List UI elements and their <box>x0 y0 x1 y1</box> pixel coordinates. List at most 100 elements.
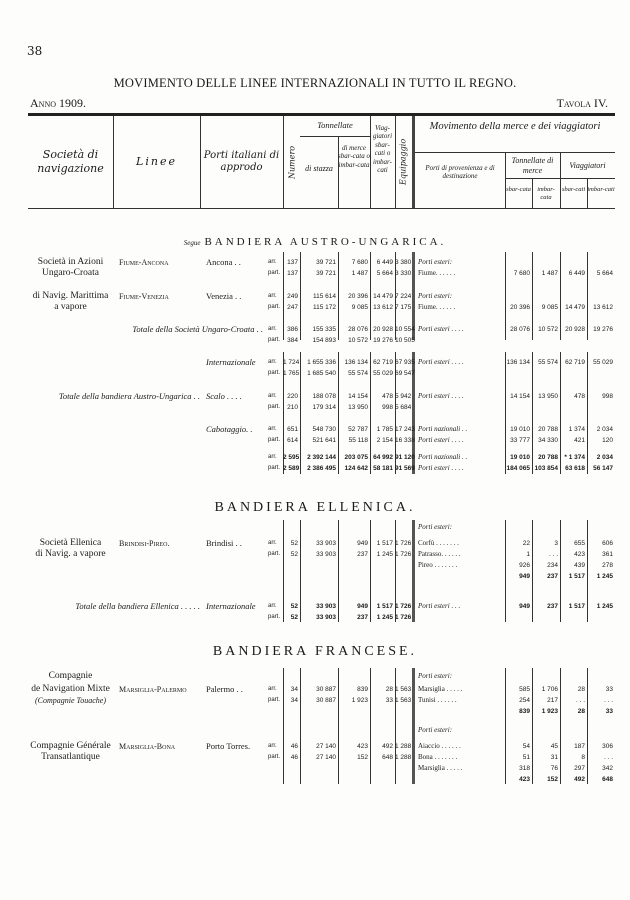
header-stazza: di stazza <box>305 164 333 173</box>
column-rule <box>505 520 506 622</box>
cell-mov: part. <box>268 404 281 410</box>
cell-stazza: 2 386 495 <box>307 465 336 472</box>
cell-porto: Internazionale <box>206 357 256 367</box>
cell-viag: 13 612 <box>373 304 393 311</box>
cell-soc: de Navigation Mixte <box>31 684 110 694</box>
column-rule <box>505 352 506 474</box>
table-row: Internazionale arr. 1 724 1 655 336 136 134 6… <box>28 357 615 368</box>
cell-tsb: 28 076 <box>510 326 530 333</box>
cell-vim: 33 <box>605 686 613 693</box>
column-rule <box>505 252 506 340</box>
cell-dest: Marsiglia . . . . . <box>418 764 463 772</box>
cell-equip: 10 505 <box>395 337 415 344</box>
table-row: di Navig. a vapore part. 52 33 903 237 1 245 1… <box>28 549 615 560</box>
cell-num: 1 724 <box>283 359 300 366</box>
cell-viag: 998 <box>382 404 393 411</box>
table-row: Compagnie Porti esteri: <box>28 671 615 682</box>
cell-mov: part. <box>268 270 281 276</box>
section-prefix: Segue <box>183 239 201 247</box>
cell-vim: 1 245 <box>596 573 613 580</box>
cell-dest: Corfù . . . . . . . <box>418 539 459 547</box>
table-row: Porti esteri: <box>28 522 615 533</box>
cell-equip: 1 726 <box>395 551 412 558</box>
cell-tim: 45 <box>550 743 558 750</box>
cell-vim: 1 245 <box>596 603 613 610</box>
cell-vsb: 423 <box>574 551 585 558</box>
column-rule <box>412 668 415 784</box>
cell-vim: 2 034 <box>596 426 613 433</box>
cell-viag: 28 <box>385 686 393 693</box>
cell-merce: 1 487 <box>351 270 368 277</box>
column-rule <box>395 252 396 340</box>
cell-vim: 606 <box>602 540 613 547</box>
cell-mov: arr. <box>268 603 277 609</box>
cell-mov: part. <box>268 304 281 310</box>
cell-viag: 58 181 <box>373 465 393 472</box>
cell-equip: 69 547 <box>395 370 415 377</box>
cell-stazza: 30 887 <box>316 686 336 693</box>
cell-mov: arr. <box>268 686 277 692</box>
cell-soc: Compagnie Générale <box>30 741 111 751</box>
cell-vim: 342 <box>602 765 613 772</box>
cell-mov: part. <box>268 754 281 760</box>
cell-viag: 20 928 <box>373 326 393 333</box>
table-row: part. 1 765 1 685 540 55 574 55 029 69 547 <box>28 368 615 379</box>
cell-vim: 278 <box>602 562 613 569</box>
table-row: Pireo . . . . . . . 926 234 439 278 <box>28 560 615 571</box>
cell-tsb: 423 <box>519 776 530 783</box>
column-rule <box>560 352 561 474</box>
cell-vsb: 8 <box>581 754 585 761</box>
cell-vim: . . . <box>603 754 613 761</box>
cell-mov: arr. <box>268 293 277 299</box>
cell-merce: 1 923 <box>351 697 368 704</box>
column-rule <box>283 668 284 784</box>
cell-vim: 2 034 <box>596 454 613 461</box>
cell-vim: 306 <box>602 743 613 750</box>
column-rule <box>283 520 284 622</box>
cell-merce: 9 085 <box>351 304 368 311</box>
header-viaggiatori-mov: Viaggiatori <box>569 161 606 170</box>
cell-linea: Fiume-Ancona <box>119 258 169 267</box>
table-row: part. 384 154 893 10 572 19 276 10 505 <box>28 335 615 346</box>
cell-vsb: 63 618 <box>565 465 585 472</box>
table-row: a vapore part. 247 115 172 9 085 13 612 7 175 F… <box>28 302 615 313</box>
cell-vim: 648 <box>602 776 613 783</box>
cell-tsb: 926 <box>519 562 530 569</box>
cell-porto: Palermo . . <box>206 684 243 694</box>
table-row: Ungaro-Croata part. 137 39 721 1 487 5 664 3 3… <box>28 268 615 279</box>
cell-dest: Porti esteri: <box>418 523 453 531</box>
cell-tsb: 585 <box>519 686 530 693</box>
cell-stazza: 115 614 <box>312 293 336 300</box>
cell-tim: 31 <box>550 754 558 761</box>
cell-equip: 1 563 <box>395 697 412 704</box>
cell-viag: 14 479 <box>373 293 393 300</box>
header-tonnellate: Tonnellate <box>317 120 353 130</box>
column-rule <box>338 668 339 784</box>
cell-mov: part. <box>268 614 281 620</box>
cell-viag: 1 245 <box>376 551 393 558</box>
cell-num: 52 <box>290 603 298 610</box>
table-row: Totale della Società Ungaro-Croata . . ar… <box>28 324 615 335</box>
header-sbarcati: sbar-cati <box>561 186 586 193</box>
cell-equip: 17 243 <box>395 426 415 433</box>
cell-vsb: 187 <box>574 743 585 750</box>
cell-tsb: 20 396 <box>510 304 530 311</box>
table-row: part. 2 589 2 386 495 124 642 58 181 91 569 Po… <box>28 463 615 474</box>
table-row: Totale della bandiera Austro-Ungarica . … <box>28 391 615 402</box>
cell-equip: 16 338 <box>395 437 415 444</box>
cell-tsb: 22 <box>522 540 530 547</box>
cell-soc: di Navig. Marittima <box>32 291 109 301</box>
cell-equip: 91 569 <box>395 465 415 472</box>
cell-tsb: 184 065 <box>506 465 531 472</box>
cell-tim: 3 <box>554 540 558 547</box>
cell-merce: 839 <box>357 686 368 693</box>
cell-merce: 14 154 <box>348 393 368 400</box>
table-row: de Navigation Mixte Marsiglia-Palermo Pale… <box>28 684 615 695</box>
cell-vsb: 1 517 <box>568 603 585 610</box>
table-row: Totale della bandiera Ellenica . . . . .… <box>28 601 615 612</box>
cell-tim: 217 <box>547 697 558 704</box>
cell-stazza: 2 392 144 <box>307 454 336 461</box>
cell-tsb: 254 <box>519 697 530 704</box>
column-rule <box>587 520 588 622</box>
